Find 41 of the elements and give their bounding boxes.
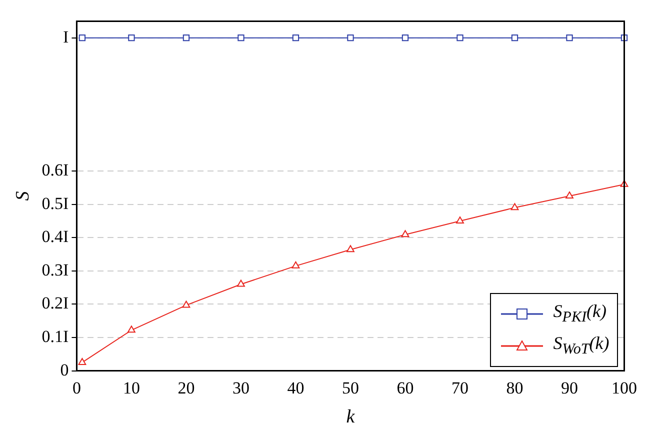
- point: [346, 245, 354, 252]
- legend-label: S$_{PKI}$(k): [553, 301, 606, 327]
- y-tick-label: 0.3I: [42, 260, 70, 280]
- point: [566, 192, 574, 198]
- point: [510, 203, 519, 210]
- x-tick-label: 30: [232, 378, 250, 398]
- legend-label: S$_{WoT}$(k): [553, 333, 610, 359]
- x-tick-label: 60: [396, 378, 414, 398]
- x-axis-title: k: [346, 406, 356, 428]
- point: [456, 216, 464, 224]
- point: [292, 261, 300, 268]
- y-axis-title: S: [12, 190, 34, 201]
- y-tick-label: 0.5I: [42, 194, 70, 213]
- point: [128, 326, 136, 333]
- x-tick-label: 20: [178, 378, 195, 398]
- y-tick-label: 0.4I: [42, 227, 70, 246]
- point: [182, 300, 190, 308]
- point: [238, 34, 244, 42]
- point: [566, 34, 573, 42]
- y-tick-label: 0.6I: [42, 160, 70, 180]
- point: [237, 280, 245, 287]
- x-tick-label: 10: [122, 378, 140, 398]
- point: [456, 34, 464, 42]
- point: [402, 34, 409, 42]
- point: [292, 34, 300, 42]
- point: [78, 34, 86, 42]
- x-tick-label: 80: [506, 378, 524, 398]
- x-tick-label: 50: [342, 378, 359, 398]
- point: [182, 34, 190, 42]
- x-tick-label: 90: [560, 378, 578, 398]
- point: [511, 34, 518, 42]
- y-tick-label: 0.2I: [42, 294, 70, 313]
- y-tick-label: 0.1I: [42, 326, 70, 346]
- x-tick-label: 70: [451, 378, 468, 398]
- point: [347, 34, 354, 42]
- point: [401, 230, 410, 238]
- x-tick-label: 100: [612, 378, 637, 398]
- point: [128, 34, 135, 42]
- y-tick-label: I: [63, 27, 70, 46]
- x-tick-label: 40: [287, 378, 304, 398]
- y-tick-label: 0: [60, 360, 69, 380]
